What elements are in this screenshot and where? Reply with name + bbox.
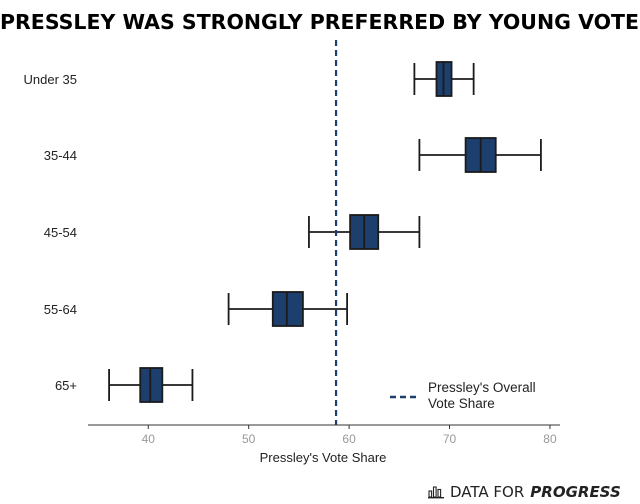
legend-label-line2: Vote Share [428, 396, 495, 411]
x-axis-title: Pressley's Vote Share [260, 450, 387, 465]
iqr-box [271, 291, 304, 327]
x-tick-label: 60 [342, 432, 356, 446]
category-label: 55-64 [44, 302, 77, 317]
category-label: 35-44 [44, 148, 77, 163]
y-axis: Under 35 35-44 45-54 55-64 65+ [24, 72, 77, 393]
box-35-44 [418, 137, 542, 173]
category-label: 65+ [55, 378, 77, 393]
legend-label-line1: Pressley's Overall [428, 380, 536, 395]
category-label: Under 35 [24, 72, 77, 87]
box-45-54 [308, 214, 421, 250]
x-axis: 40 50 60 70 80 [88, 424, 560, 446]
brand-name-regular: DATA FOR [450, 483, 525, 501]
x-tick-label: 80 [543, 432, 557, 446]
brand-name-strong: PROGRESS [530, 483, 621, 501]
bar-chart-logo-icon [428, 486, 444, 499]
box-55-64 [227, 291, 348, 327]
plot-area [108, 40, 542, 425]
iqr-box [139, 367, 164, 403]
x-tick-label: 70 [443, 432, 457, 446]
legend: Pressley's Overall Vote Share [390, 380, 536, 411]
chart-title: PRESSLEY WAS STRONGLY PREFERRED BY YOUNG… [0, 10, 640, 34]
box-65- [108, 367, 194, 403]
box-under-35 [413, 61, 475, 97]
x-tick-label: 50 [242, 432, 256, 446]
category-label: 45-54 [44, 225, 77, 240]
x-tick-label: 40 [142, 432, 156, 446]
brand-footer: DATA FOR PROGRESS [428, 482, 621, 502]
